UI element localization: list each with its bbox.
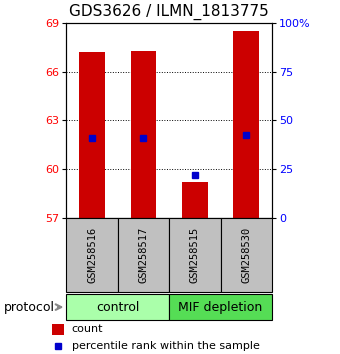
Bar — [79, 52, 105, 218]
Text: protocol: protocol — [3, 301, 54, 314]
Text: GSM258517: GSM258517 — [138, 227, 149, 283]
Text: GSM258516: GSM258516 — [87, 227, 97, 283]
Bar — [118, 218, 169, 292]
Bar — [182, 182, 208, 218]
Text: control: control — [96, 301, 139, 314]
Bar — [169, 218, 221, 292]
Bar — [66, 218, 118, 292]
Text: MIF depletion: MIF depletion — [178, 301, 263, 314]
Title: GDS3626 / ILMN_1813775: GDS3626 / ILMN_1813775 — [69, 4, 269, 20]
Text: GSM258530: GSM258530 — [241, 227, 251, 283]
Text: GSM258515: GSM258515 — [190, 227, 200, 283]
Bar — [66, 294, 169, 320]
Bar — [234, 31, 259, 218]
Bar — [221, 218, 272, 292]
Text: percentile rank within the sample: percentile rank within the sample — [72, 341, 259, 350]
Bar — [52, 324, 64, 335]
Bar — [131, 51, 156, 218]
Bar — [169, 294, 272, 320]
Text: count: count — [72, 324, 103, 335]
